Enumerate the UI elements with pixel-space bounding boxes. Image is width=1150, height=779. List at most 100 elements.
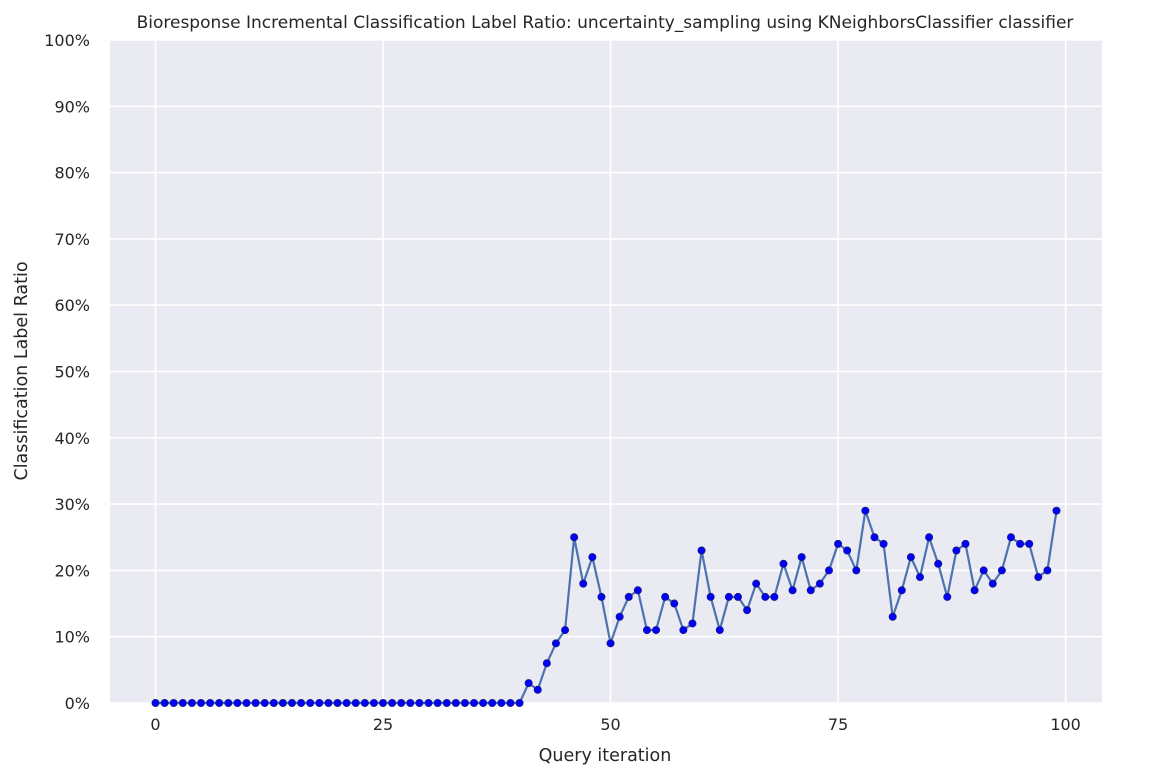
series-line [155, 509, 1058, 705]
data-point [961, 539, 970, 548]
data-point [952, 546, 961, 555]
x-tick-labels: 0 25 50 75 100 [150, 715, 1080, 734]
data-point [679, 626, 688, 635]
data-point [388, 699, 397, 708]
data-point [688, 619, 697, 628]
data-point [570, 533, 579, 542]
data-point [561, 626, 570, 635]
data-point [752, 579, 761, 588]
data-point [288, 699, 297, 708]
data-point [397, 699, 406, 708]
x-tick-label: 0 [150, 715, 160, 734]
data-point [879, 539, 888, 548]
data-point [697, 546, 706, 555]
x-tick-label: 50 [600, 715, 620, 734]
data-point [606, 639, 615, 648]
data-point [488, 699, 497, 708]
data-point [206, 699, 215, 708]
data-point [151, 699, 160, 708]
data-point [743, 606, 752, 615]
data-point [479, 699, 488, 708]
data-point [906, 553, 915, 562]
data-point [815, 579, 824, 588]
data-point [706, 592, 715, 601]
data-point [197, 699, 206, 708]
data-point [433, 699, 442, 708]
y-tick-label: 60% [54, 296, 90, 315]
data-point [269, 699, 278, 708]
x-axis-label: Query iteration [539, 746, 672, 766]
data-point [779, 559, 788, 568]
y-tick-label: 20% [54, 561, 90, 580]
data-point [843, 546, 852, 555]
data-point [242, 699, 251, 708]
y-tick-label: 10% [54, 628, 90, 647]
data-point [233, 699, 242, 708]
data-point [187, 699, 196, 708]
data-point [524, 679, 533, 688]
data-point [1025, 539, 1034, 548]
data-point [324, 699, 333, 708]
data-point [661, 592, 670, 601]
data-point [251, 699, 260, 708]
data-point [724, 592, 733, 601]
data-point [670, 599, 679, 608]
data-point [997, 566, 1006, 575]
chart-title: Bioresponse Incremental Classification L… [137, 13, 1074, 33]
data-point [1034, 573, 1043, 582]
data-point [788, 586, 797, 595]
data-point [1043, 566, 1052, 575]
x-tick-label: 75 [828, 715, 848, 734]
y-tick-label: 30% [54, 495, 90, 514]
data-point [424, 699, 433, 708]
data-point [278, 699, 287, 708]
data-point [852, 566, 861, 575]
data-point [551, 639, 560, 648]
data-point [297, 699, 306, 708]
data-point [888, 612, 897, 621]
data-point [633, 586, 642, 595]
data-point [915, 573, 924, 582]
data-point [533, 685, 542, 694]
data-point [1016, 539, 1025, 548]
data-point [342, 699, 351, 708]
data-point [642, 626, 651, 635]
y-axis-label: Classification Label Ratio [12, 261, 32, 480]
data-point [333, 699, 342, 708]
data-point [215, 699, 224, 708]
data-point [733, 592, 742, 601]
data-point [943, 592, 952, 601]
data-point [542, 659, 551, 668]
data-point [588, 553, 597, 562]
data-point [761, 592, 770, 601]
data-point [770, 592, 779, 601]
y-tick-label: 90% [54, 97, 90, 116]
data-point [806, 586, 815, 595]
x-tick-label: 100 [1050, 715, 1081, 734]
data-point [415, 699, 424, 708]
data-point [925, 533, 934, 542]
y-tick-label: 0% [65, 694, 90, 713]
y-tick-label: 70% [54, 230, 90, 249]
data-point [360, 699, 369, 708]
data-point [451, 699, 460, 708]
data-point [615, 612, 624, 621]
data-point [515, 699, 524, 708]
data-point [379, 699, 388, 708]
data-point [597, 592, 606, 601]
y-tick-label: 50% [54, 363, 90, 382]
y-tick-label: 80% [54, 164, 90, 183]
data-point [506, 699, 515, 708]
data-point [160, 699, 169, 708]
data-point [369, 699, 378, 708]
data-point [178, 699, 187, 708]
grid [110, 39, 1102, 704]
data-point [1006, 533, 1015, 542]
data-point [497, 699, 506, 708]
data-point [1052, 506, 1061, 515]
data-point [934, 559, 943, 568]
data-point [870, 533, 879, 542]
data-point [442, 699, 451, 708]
data-point [306, 699, 315, 708]
